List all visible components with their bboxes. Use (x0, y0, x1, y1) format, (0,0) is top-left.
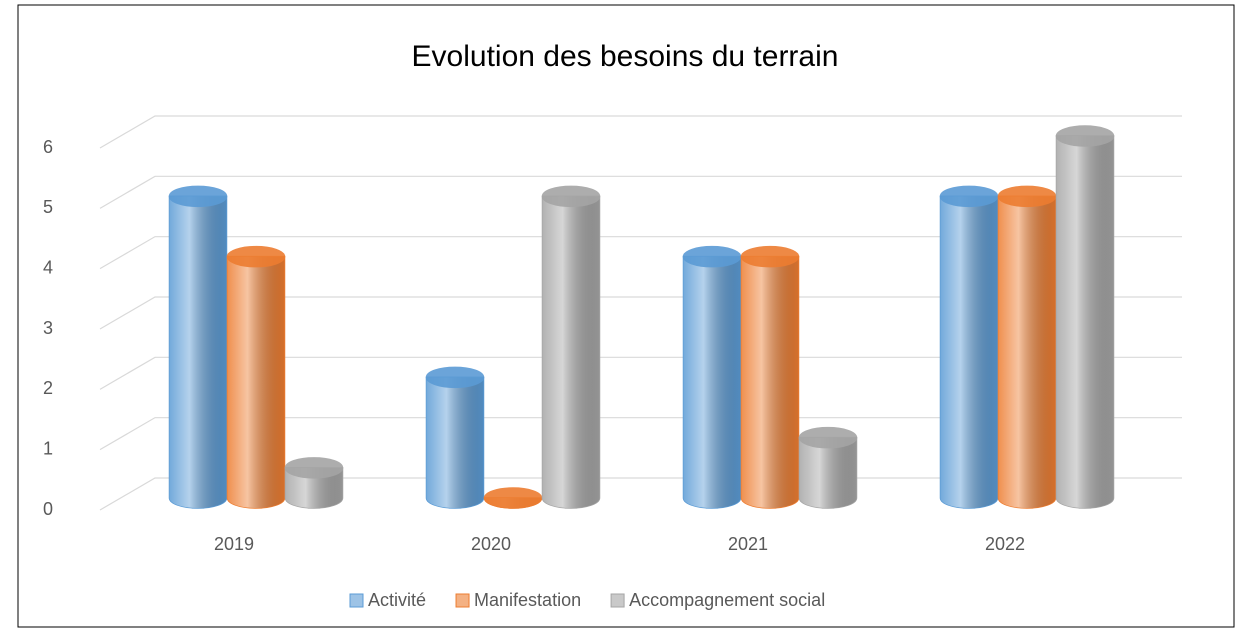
grid-line (99, 115, 1182, 149)
legend-label: Activité (368, 590, 426, 610)
bar-shine (542, 196, 600, 509)
grid-line (99, 296, 1182, 330)
y-tick-label: 3 (43, 318, 53, 338)
bar-top (483, 487, 543, 509)
x-tick-label: 2022 (985, 534, 1025, 554)
y-tick-label: 6 (43, 137, 53, 157)
bar-shine (426, 377, 484, 508)
bars: 2019 2020 2021 2022 (168, 125, 1115, 554)
bar-top (939, 185, 999, 208)
bar-top (168, 185, 228, 208)
x-tick-label: 2021 (728, 534, 768, 554)
bar-top (425, 366, 485, 389)
grid-line (99, 236, 1182, 270)
y-tick-label: 2 (43, 378, 53, 398)
y-tick-label: 1 (43, 438, 53, 458)
bar-top (740, 245, 800, 268)
bar-top (997, 185, 1057, 208)
bar-top (1055, 125, 1115, 147)
bar (682, 245, 742, 509)
bar-shine (741, 256, 799, 508)
bar (798, 426, 858, 509)
bar (997, 185, 1057, 509)
legend-swatch (610, 593, 625, 608)
y-tick-label: 0 (43, 499, 53, 519)
bar-top (541, 185, 601, 208)
bar (541, 185, 601, 509)
legend-swatch (349, 593, 364, 608)
bar-shine (998, 196, 1056, 509)
bar (1055, 125, 1115, 509)
bar-shine (683, 256, 741, 508)
bar (284, 457, 344, 509)
grid-line (99, 417, 1182, 451)
bar-shine (169, 196, 227, 509)
bar (939, 185, 999, 509)
bar (226, 245, 286, 509)
grid-line (99, 175, 1182, 209)
bar-top (798, 426, 858, 449)
bar-shine (1056, 136, 1114, 508)
y-tick-label: 5 (43, 197, 53, 217)
bar-shine (940, 196, 998, 509)
legend-label: Accompagnement social (629, 590, 825, 610)
bar-top (682, 245, 742, 268)
x-tick-label: 2019 (214, 534, 254, 554)
legend-swatch (455, 593, 470, 608)
bar (168, 185, 228, 509)
bar-top (284, 457, 344, 479)
bar-shine (227, 256, 285, 508)
y-tick-label: 4 (43, 257, 53, 277)
bar (740, 245, 800, 509)
legend: Activité Manifestation Accompagnement soci… (349, 590, 825, 610)
legend-label: Manifestation (474, 590, 581, 610)
chart-title: Evolution des besoins du terrain (412, 40, 839, 73)
bar (425, 366, 485, 509)
bar (483, 487, 543, 509)
bar-shine (799, 437, 857, 508)
bar-top (226, 245, 286, 268)
bar-shine (285, 467, 343, 508)
grid-line (99, 356, 1182, 390)
x-tick-label: 2020 (471, 534, 511, 554)
